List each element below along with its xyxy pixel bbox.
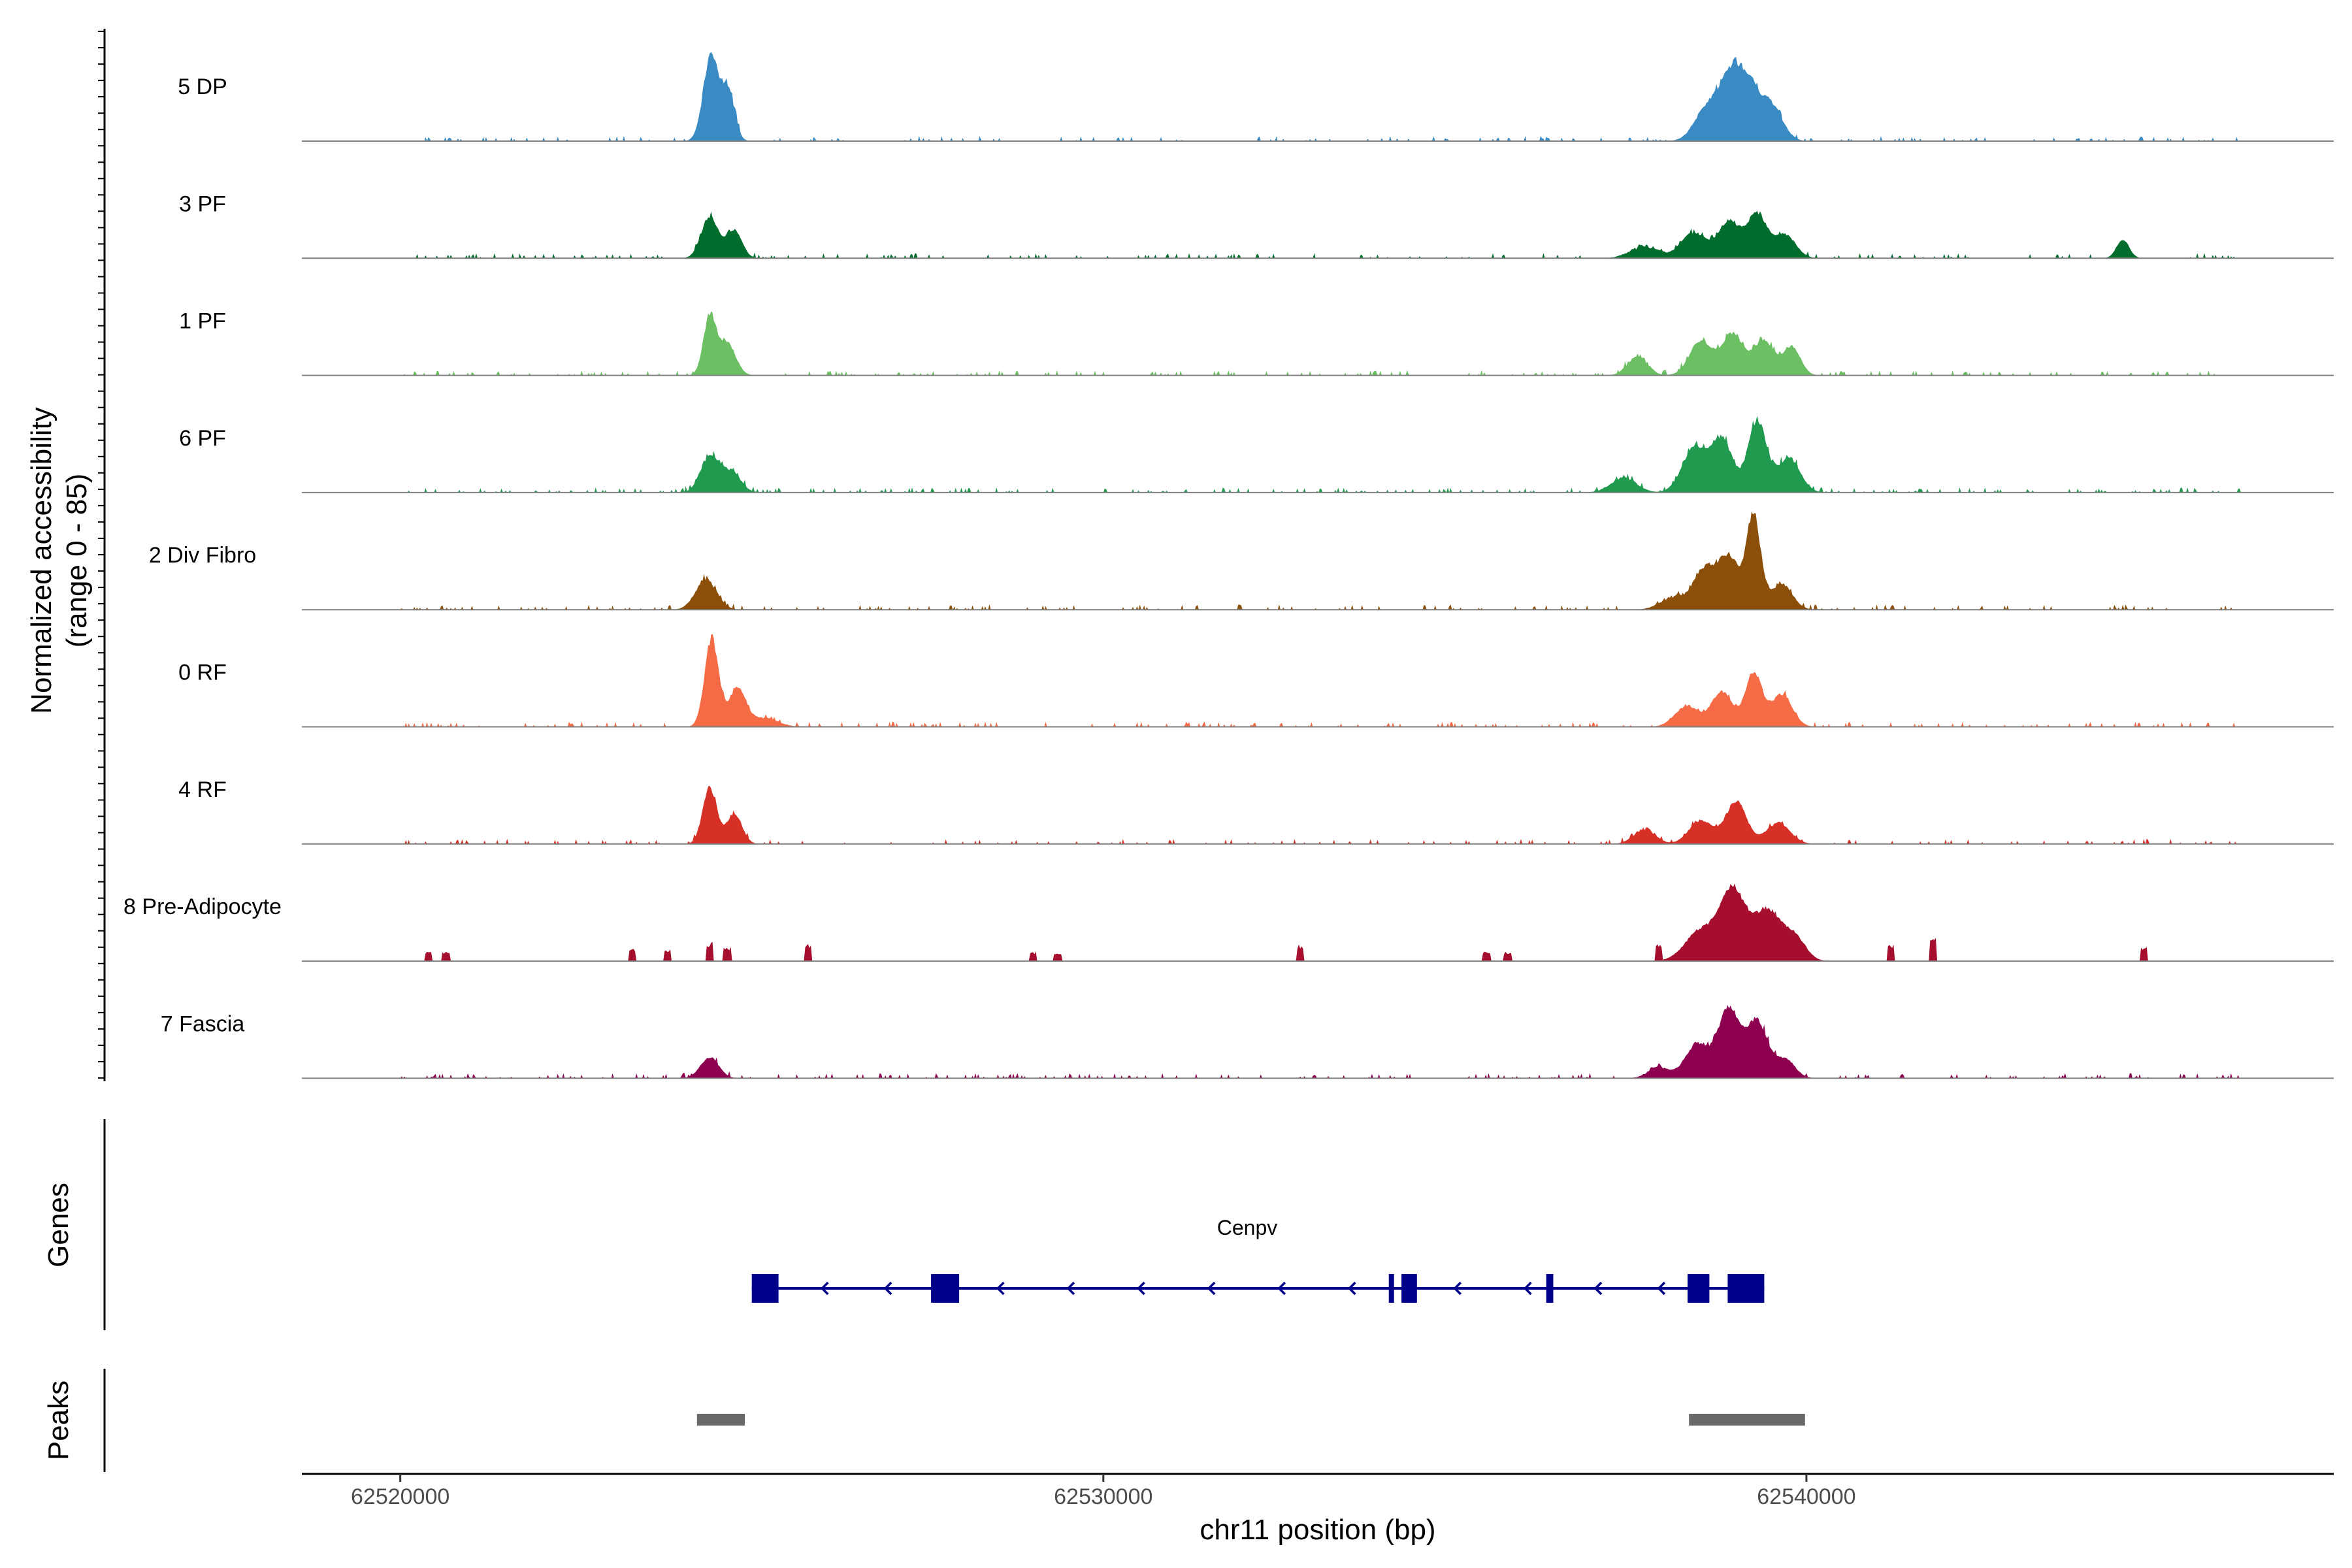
strand-arrow	[1277, 1281, 1286, 1296]
exon-3	[1388, 1274, 1394, 1303]
coverage-area-5	[302, 512, 2334, 610]
x-tick-label-1: 62520000	[351, 1484, 449, 1509]
exon-1	[751, 1274, 779, 1303]
strand-arrow	[1347, 1281, 1356, 1296]
track-7: 4 RF	[178, 777, 2334, 845]
peak-region-2	[1689, 1414, 1805, 1426]
strand-arrow	[1453, 1281, 1462, 1296]
track-6: 0 RF	[178, 634, 2334, 728]
track-5: 2 Div Fibro	[149, 512, 2334, 611]
track-label-7: 4 RF	[178, 777, 227, 802]
track-label-8: 8 Pre-Adipocyte	[123, 894, 282, 919]
x-axis-title: chr11 position (bp)	[1200, 1514, 1435, 1546]
strand-arrow	[1137, 1281, 1145, 1296]
coverage-area-6	[302, 634, 2334, 727]
coverage-area-8	[302, 883, 2334, 962]
track-label-9: 7 Fascia	[161, 1011, 245, 1036]
track-2: 3 PF	[179, 191, 2334, 259]
track-label-5: 2 Div Fibro	[149, 543, 256, 568]
track-label-6: 0 RF	[178, 661, 227, 685]
peak-region-1	[696, 1414, 745, 1426]
coverage-area-9	[302, 1005, 2334, 1079]
track-label-3: 1 PF	[179, 309, 226, 334]
strand-arrow	[1207, 1281, 1216, 1296]
genes-panel-label: Genes	[42, 1183, 74, 1267]
track-3: 1 PF	[179, 309, 2334, 376]
coverage-area-7	[302, 785, 2334, 844]
coverage-area-1	[302, 52, 2334, 141]
exon-5	[1546, 1274, 1554, 1303]
track-4: 6 PF	[179, 416, 2334, 493]
track-label-4: 6 PF	[179, 426, 226, 451]
strand-arrow	[1066, 1281, 1075, 1296]
strand-arrow	[1657, 1281, 1666, 1296]
track-label-1: 5 DP	[178, 74, 227, 99]
exon-6	[1688, 1274, 1710, 1303]
peak-track	[696, 1414, 1805, 1426]
strand-arrow	[820, 1281, 829, 1296]
strand-arrow	[996, 1281, 1005, 1296]
exon-7	[1727, 1274, 1765, 1303]
y-axis-title: Normalized accessibility	[25, 407, 57, 713]
peaks-panel-label: Peaks	[42, 1380, 74, 1460]
gene-track	[751, 1274, 1765, 1303]
strand-arrow	[883, 1281, 892, 1296]
coverage-area-4	[302, 416, 2334, 493]
exon-2	[931, 1274, 960, 1303]
y-axis-range: (range 0 - 85)	[61, 474, 93, 648]
gene-name-label: Cenpv	[1217, 1216, 1278, 1239]
coverage-tracks: 5 DP 3 PF 1 PF 6 PF 2 Div Fibro 0 RF 4 RF 8 Pre…	[123, 52, 2334, 1079]
coverage-area-2	[302, 210, 2334, 259]
track-9: 7 Fascia	[161, 1005, 2334, 1079]
track-8: 8 Pre-Adipocyte	[123, 883, 2334, 962]
x-tick-label-2: 62530000	[1054, 1484, 1152, 1509]
x-axis-ticks: 62520000 62530000 62540000	[351, 1474, 1856, 1509]
track-1: 5 DP	[178, 52, 2334, 142]
coverage-area-3	[302, 311, 2334, 376]
track-label-2: 3 PF	[179, 191, 226, 216]
x-tick-label-3: 62540000	[1757, 1484, 1855, 1509]
strand-arrow	[1523, 1281, 1532, 1296]
exon-4	[1401, 1274, 1417, 1303]
y-axis-ticks	[98, 31, 105, 1079]
strand-arrow	[1593, 1281, 1603, 1296]
